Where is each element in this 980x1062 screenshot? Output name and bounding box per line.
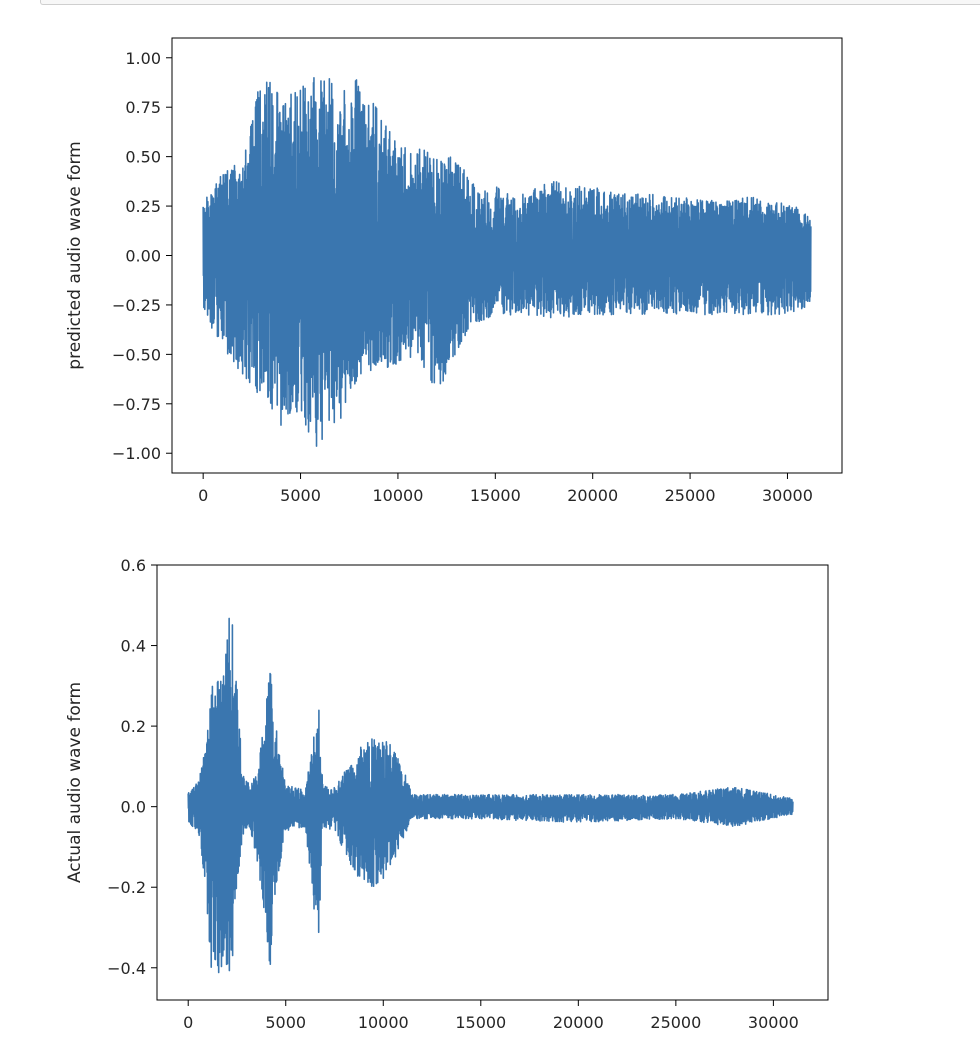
x-tick-label: 20000: [567, 486, 618, 505]
waveform-line-1: [202, 76, 812, 447]
x-tick-label: 5000: [280, 486, 321, 505]
axes-frame: [156, 564, 829, 1001]
x-tick-label: 15000: [470, 486, 521, 505]
y-tick-label: −0.75: [112, 395, 161, 414]
x-tick-label: 0: [198, 486, 208, 505]
y-axis-label: Actual audio wave form: [65, 682, 85, 883]
y-tick-label: 1.00: [125, 49, 161, 68]
x-tick-label: 15000: [455, 1013, 506, 1032]
chart-2: 0 5000 10000 15000 20000 25000 30000 0.6 0.4 0.2 0…: [65, 556, 829, 1032]
waveform-line-1: [187, 617, 794, 974]
y-axis-label: predicted audio wave form: [65, 141, 85, 369]
y-tick-label: 0.6: [121, 556, 146, 575]
y-tick-label: −0.2: [107, 878, 146, 897]
x-tick-label: 30000: [748, 1013, 799, 1032]
chart-1: 0 5000 10000 15000 20000 25000 30000 1.00 0.75 0.…: [65, 37, 843, 505]
y-tick-label: −0.4: [107, 959, 146, 978]
y-tick-label: 0.75: [125, 98, 161, 117]
y-tick-label: 0.4: [121, 637, 146, 656]
y-tick-label: 0.25: [125, 197, 161, 216]
x-tick-label: 10000: [372, 486, 423, 505]
y-tick-label: −1.00: [112, 444, 161, 463]
x-tick-label: 25000: [665, 486, 716, 505]
y-tick-label: −0.25: [112, 296, 161, 315]
y-tick-label: −0.50: [112, 345, 161, 364]
y-tick-label: 0.2: [121, 717, 146, 736]
y-tick-label: 0.0: [121, 798, 146, 817]
x-tick-label: 20000: [553, 1013, 604, 1032]
y-tick-label: 0.00: [125, 247, 161, 266]
x-tick-label: 30000: [762, 486, 813, 505]
x-tick-label: 10000: [358, 1013, 409, 1032]
x-tick-label: 5000: [265, 1013, 306, 1032]
x-tick-label: 0: [183, 1013, 193, 1032]
x-tick-label: 25000: [650, 1013, 701, 1032]
y-tick-label: 0.50: [125, 148, 161, 167]
notebook-cell-border: [40, 0, 980, 5]
